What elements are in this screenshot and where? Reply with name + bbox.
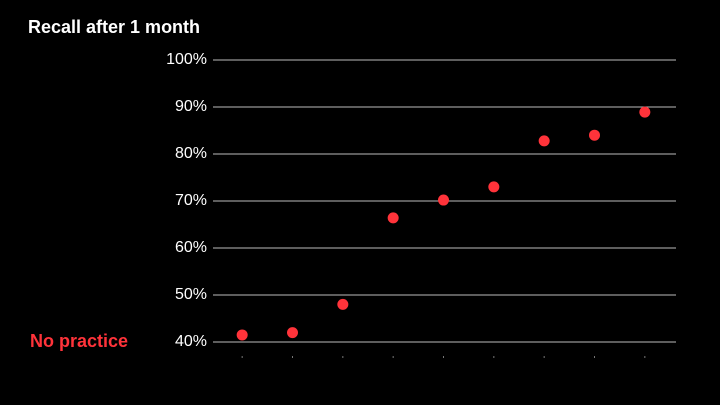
dot: [236, 329, 248, 341]
dot: [488, 181, 500, 193]
y-tick-label: 90%: [175, 98, 207, 115]
dot: [639, 106, 651, 118]
dot: [589, 129, 600, 141]
y-tick-label: 80%: [175, 145, 207, 162]
dot: [287, 327, 298, 339]
chart-title: Recall after 1 month: [28, 17, 200, 37]
y-tick-label: 100%: [166, 51, 207, 68]
dot: [438, 194, 449, 206]
dot: [337, 298, 349, 310]
y-tick-label: 40%: [175, 333, 207, 350]
annotation: No practice: [30, 331, 128, 351]
dot: [538, 135, 550, 147]
dot: [387, 212, 399, 224]
y-tick-label: 50%: [175, 286, 207, 303]
y-tick-label: 60%: [175, 239, 207, 256]
y-tick-label: 70%: [175, 192, 207, 209]
